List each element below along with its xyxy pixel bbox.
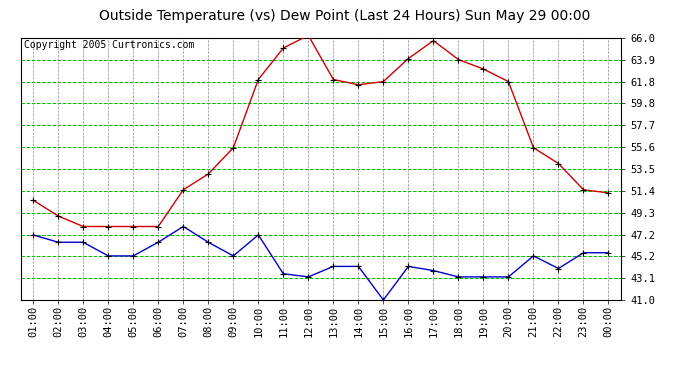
Text: 03:00: 03:00 xyxy=(78,306,88,337)
Text: 02:00: 02:00 xyxy=(53,306,63,337)
Text: 13:00: 13:00 xyxy=(328,306,338,337)
Text: Copyright 2005 Curtronics.com: Copyright 2005 Curtronics.com xyxy=(23,40,194,50)
Text: 09:00: 09:00 xyxy=(228,306,238,337)
Text: 11:00: 11:00 xyxy=(278,306,288,337)
Text: 18:00: 18:00 xyxy=(453,306,464,337)
Text: 04:00: 04:00 xyxy=(104,306,113,337)
Text: 05:00: 05:00 xyxy=(128,306,138,337)
Text: 20:00: 20:00 xyxy=(504,306,513,337)
Text: 07:00: 07:00 xyxy=(178,306,188,337)
Text: 14:00: 14:00 xyxy=(353,306,364,337)
Text: 08:00: 08:00 xyxy=(204,306,213,337)
Text: 17:00: 17:00 xyxy=(428,306,438,337)
Text: 21:00: 21:00 xyxy=(529,306,538,337)
Text: 16:00: 16:00 xyxy=(404,306,413,337)
Text: 12:00: 12:00 xyxy=(304,306,313,337)
Text: 22:00: 22:00 xyxy=(553,306,564,337)
Text: 10:00: 10:00 xyxy=(253,306,264,337)
Text: 15:00: 15:00 xyxy=(378,306,388,337)
Text: 23:00: 23:00 xyxy=(578,306,589,337)
Text: 01:00: 01:00 xyxy=(28,306,38,337)
Text: 19:00: 19:00 xyxy=(478,306,489,337)
Text: 06:00: 06:00 xyxy=(153,306,164,337)
Text: 00:00: 00:00 xyxy=(604,306,613,337)
Text: Outside Temperature (vs) Dew Point (Last 24 Hours) Sun May 29 00:00: Outside Temperature (vs) Dew Point (Last… xyxy=(99,9,591,23)
